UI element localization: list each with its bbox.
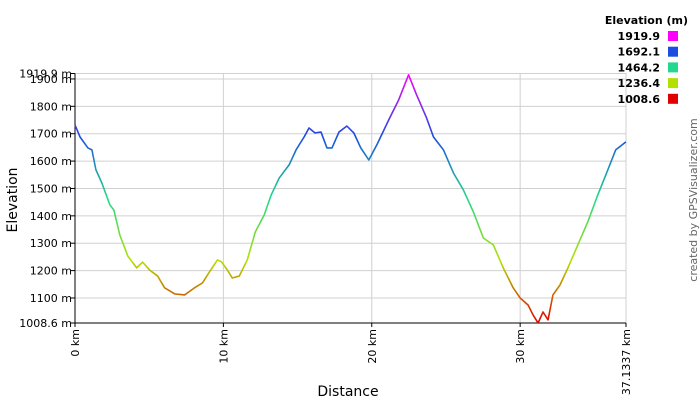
legend-title: Elevation (m) (605, 14, 688, 27)
y-tick-label: 1900 m (30, 73, 72, 86)
legend-swatch (668, 78, 678, 89)
y-tick-label: 1200 m (30, 265, 72, 278)
x-tick-label: 30 km (514, 329, 527, 364)
y-axis-label: Elevation (5, 167, 21, 232)
y-tick-label: 1800 m (30, 100, 72, 113)
x-tick-label: 0 km (69, 329, 82, 357)
elevation-line (74, 74, 627, 324)
x-axis-label: Distance (317, 384, 378, 400)
y-tick-label: 1600 m (30, 155, 72, 168)
x-tick-label: 10 km (217, 329, 230, 364)
legend-label: 1692.1 (618, 46, 660, 59)
plot-area (74, 73, 627, 324)
legend-swatch (668, 93, 678, 104)
x-tick-label: 37.1337 km (620, 329, 633, 395)
legend-swatch (668, 62, 678, 73)
credit: created by GPSVisualizer.com (687, 118, 700, 281)
y-tick-label: 1100 m (30, 292, 72, 305)
y-tick-label: 1300 m (30, 237, 72, 250)
x-tick-label: 20 km (366, 329, 379, 364)
y-tick-label: 1700 m (30, 128, 72, 141)
legend-swatch (668, 31, 678, 41)
legend-label: 1236.4 (618, 77, 661, 90)
y-tick-label: 1008.6 m (19, 317, 72, 330)
legend-swatch (668, 46, 678, 57)
legend-label: 1919.9 (618, 30, 660, 43)
legend-label: 1464.2 (618, 61, 660, 74)
legend-label: 1008.6 (618, 93, 661, 106)
y-tick-label: 1500 m (30, 182, 72, 195)
y-tick-label: 1919.9 m (19, 68, 72, 81)
y-tick-label: 1400 m (30, 210, 72, 223)
